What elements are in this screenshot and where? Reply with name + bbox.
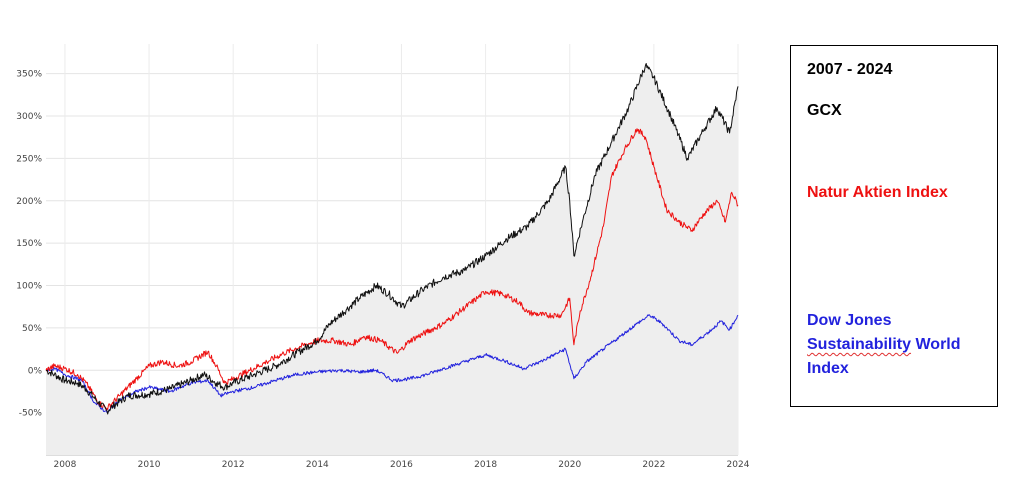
legend-dow-jones-sustainability: Dow Jones Sustainability World Index [807,309,992,381]
legend-natur-aktien-index: Natur Aktien Index [807,184,948,201]
gcx-area [46,63,738,455]
legend-djsi-line3: Index [807,360,849,377]
x-tick-label: 2016 [390,460,413,470]
series-line-natur-aktien-index [45,128,739,411]
legend-djsi-line2a: Sustainability [807,336,912,353]
legend-period: 2007 - 2024 [807,61,893,78]
x-tick-label: 2018 [474,460,497,470]
x-tick-label: 2020 [558,460,581,470]
y-tick-label: 50% [22,324,42,334]
y-axis-tick-labels: 350% 300% 250% 200% 150% 100% 50% 0% -50% [16,70,42,419]
y-tick-label: 250% [16,154,42,164]
x-tick-label: 2012 [222,460,245,470]
chart-series-lines [45,63,739,415]
y-tick-label: 150% [16,239,42,249]
x-tick-label: 2008 [53,460,76,470]
series-line-gcx [45,63,739,415]
y-tick-label: 0% [28,366,43,376]
x-tick-label: 2024 [727,460,750,470]
x-axis-tick-labels: 2008 2010 2012 2014 2016 2018 2020 2022 2024 [53,460,749,470]
legend-djsi-line2b: World [911,336,961,353]
series-line-dow-jones-sustainability-world-index [46,314,739,414]
legend-box: 2007 - 2024 GCX Natur Aktien Index Dow J… [790,45,998,407]
legend-djsi-line1: Dow Jones [807,312,892,329]
y-tick-label: 350% [16,70,42,80]
legend-gcx: GCX [807,102,842,119]
y-tick-label: 100% [16,282,42,292]
y-tick-label: 300% [16,112,42,122]
line-chart: 350%300%250%200%150%100%50%0%-50% 2008 20… [16,44,750,470]
y-tick-label: -50% [19,409,43,419]
x-tick-label: 2010 [138,460,161,470]
y-tick-label: 200% [16,197,42,207]
x-tick-label: 2022 [642,460,665,470]
x-tick-label: 2014 [306,460,329,470]
chart-area-fill [46,63,738,455]
